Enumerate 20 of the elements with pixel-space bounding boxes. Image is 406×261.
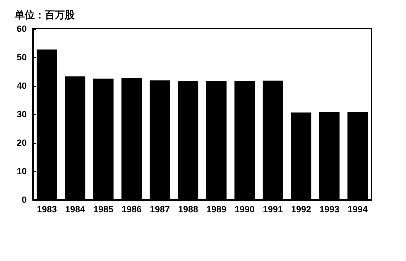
y-tick-label: 60 bbox=[16, 24, 27, 34]
x-tick-label: 1984 bbox=[65, 204, 86, 214]
x-tick-label: 1993 bbox=[320, 204, 340, 214]
x-tick-label: 1988 bbox=[178, 204, 198, 214]
x-tick-label: 1987 bbox=[150, 204, 170, 214]
x-tick-label: 1990 bbox=[234, 204, 255, 214]
x-tick-label: 1985 bbox=[94, 204, 114, 214]
x-tick-label: 1991 bbox=[263, 204, 284, 214]
y-tick-label: 10 bbox=[16, 166, 27, 176]
y-axis-title: 单位：百万股 bbox=[14, 10, 76, 22]
y-tick-label: 20 bbox=[16, 138, 27, 148]
x-tick-label: 1992 bbox=[291, 204, 312, 214]
x-tick-label: 1994 bbox=[348, 204, 368, 214]
y-tick-label: 0 bbox=[22, 195, 27, 205]
y-tick-label: 30 bbox=[16, 110, 27, 120]
x-tick-label: 1986 bbox=[122, 204, 142, 214]
x-tick-label: 1983 bbox=[37, 204, 58, 214]
x-tick-label: 1989 bbox=[206, 204, 227, 214]
y-tick-label: 50 bbox=[16, 52, 27, 62]
y-tick-label: 40 bbox=[16, 81, 27, 91]
